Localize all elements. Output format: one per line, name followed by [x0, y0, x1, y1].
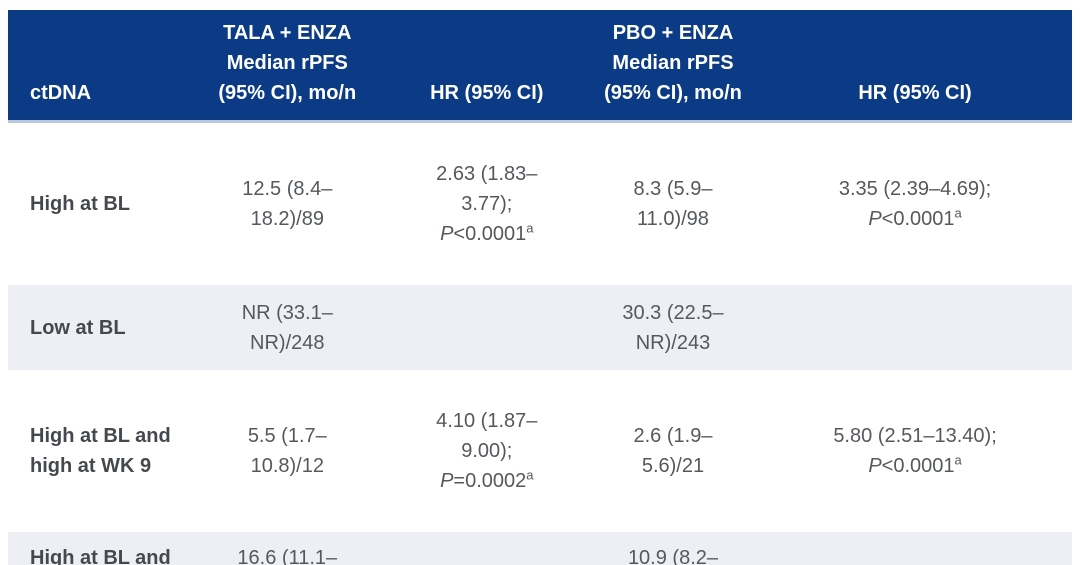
column-header-ctdna: ctDNA [8, 10, 189, 123]
table-row-low-at-bl: Low at BL NR (33.1– NR)/248 30.3 (22.5– … [8, 285, 1072, 370]
hr-value: 2.63 (1.83– 3.77); [436, 163, 538, 215]
table-row-high-bl-high-wk9: High at BL and high at WK 9 5.5 (1.7– 10… [8, 370, 1072, 532]
cell-pbo-hr [758, 532, 1072, 565]
cell-tala-hr [385, 285, 588, 370]
column-header-tala-median-rpfs: TALA + ENZA Median rPFS (95% CI), mo/n [188, 10, 386, 123]
hr-value: 3.35 (2.39–4.69); [838, 178, 992, 200]
cell-tala-median: 5.5 (1.7– 10.8)/12 [247, 425, 327, 477]
footnote-marker: a [526, 220, 534, 236]
column-header-tala-hr: HR (95% CI) [385, 10, 588, 123]
cell-tala-median: 12.5 (8.4– 18.2)/89 [242, 178, 333, 230]
cell-pbo-median: 8.3 (5.9– 11.0)/98 [633, 178, 713, 230]
cell-pbo-hr: 5.80 (2.51–13.40); P<0.0001a [758, 370, 1072, 532]
column-header-pbo-median-rpfs: PBO + ENZA Median rPFS (95% CI), mo/n [587, 10, 759, 123]
p-value-line: P<0.0001a [868, 452, 962, 477]
ctdna-rpfs-table: ctDNA TALA + ENZA Median rPFS (95% CI), … [8, 10, 1072, 565]
cell-pbo-hr: 3.35 (2.39–4.69); P<0.0001a [758, 122, 1072, 286]
footnote-marker: a [954, 205, 962, 221]
cell-tala-hr [385, 532, 588, 565]
footnote-marker: a [954, 452, 962, 468]
footnote-marker: a [526, 467, 534, 483]
column-header-pbo-hr: HR (95% CI) [758, 10, 1072, 123]
cell-tala-median: 16.6 (11.1– NR)/60 [188, 532, 386, 565]
cell-pbo-median: 30.3 (22.5– NR)/243 [587, 285, 759, 370]
table-row-high-bl-low-wk9: High at BL and low at WK 9 16.6 (11.1– N… [8, 532, 1072, 565]
cell-pbo-median: 2.6 (1.9– 5.6)/21 [633, 425, 713, 477]
table-row-high-at-bl: High at BL 12.5 (8.4– 18.2)/89 2.63 (1.8… [8, 122, 1072, 286]
hr-value: 5.80 (2.51–13.40); [833, 425, 997, 447]
row-label: Low at BL [8, 285, 189, 370]
row-label: High at BL and low at WK 9 [8, 532, 189, 565]
cell-tala-median: NR (33.1– NR)/248 [188, 285, 386, 370]
cell-pbo-hr [758, 285, 1072, 370]
p-value-line: P<0.0001a [868, 205, 962, 230]
header-row: ctDNA TALA + ENZA Median rPFS (95% CI), … [8, 10, 1072, 123]
row-label: High at BL [30, 193, 130, 215]
cell-pbo-median: 10.9 (8.2– 16.5)/56 [587, 532, 759, 565]
cell-tala-hr: 4.10 (1.87– 9.00); P=0.0002a [386, 370, 588, 532]
p-value-line: P=0.0002a [440, 467, 534, 492]
hr-value: 4.10 (1.87– 9.00); [436, 410, 538, 462]
p-value-line: P<0.0001a [440, 220, 534, 245]
cell-tala-hr: 2.63 (1.83– 3.77); P<0.0001a [386, 122, 588, 286]
row-label: High at BL and high at WK 9 [30, 425, 171, 477]
